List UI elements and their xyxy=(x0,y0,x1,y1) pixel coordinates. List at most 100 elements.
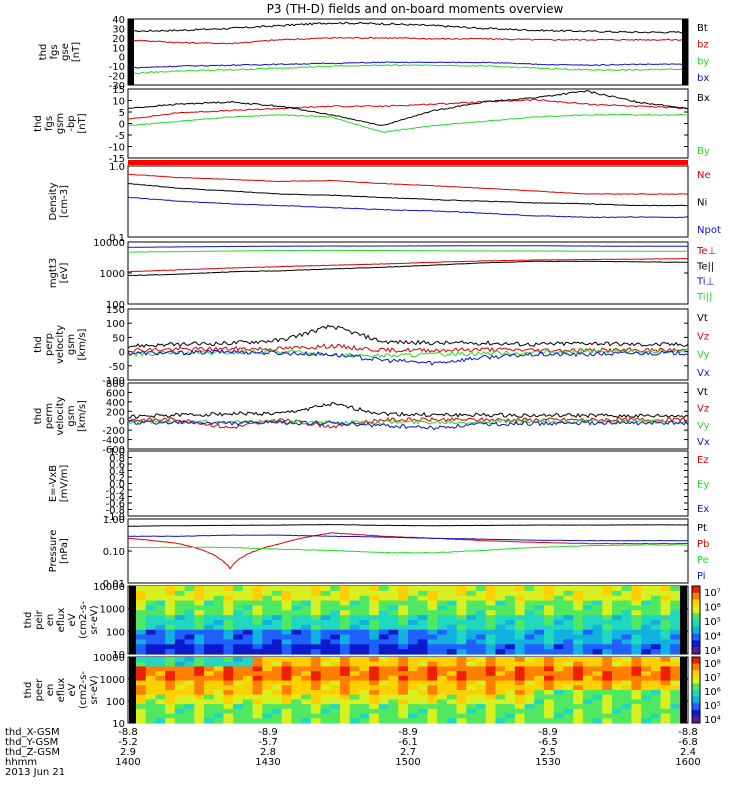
heatmap-cell xyxy=(174,595,186,602)
heatmap-cell xyxy=(427,610,438,616)
heatmap-cell xyxy=(272,718,283,724)
heatmap-cell xyxy=(641,675,652,682)
heatmap-cell xyxy=(485,644,497,650)
heatmap-cell xyxy=(330,694,341,701)
heatmap-cell xyxy=(349,615,361,621)
heatmap-cell xyxy=(378,671,390,677)
heatmap-cell xyxy=(145,590,157,597)
heatmap-cell xyxy=(242,634,254,641)
heatmap-cell xyxy=(592,620,603,626)
heatmap-cell xyxy=(544,595,555,602)
heatmap-cell xyxy=(524,634,535,641)
heatmap-cell xyxy=(446,671,458,677)
heatmap-cell xyxy=(514,713,526,719)
y-tick-label: 0.10 xyxy=(103,547,125,558)
heatmap-cell xyxy=(446,624,458,631)
heatmap-cell xyxy=(174,666,186,672)
heatmap-cell xyxy=(544,605,555,611)
heatmap-cell xyxy=(281,649,293,655)
heatmap-cell xyxy=(145,639,157,645)
heatmap-cell xyxy=(301,704,312,710)
heatmap-cell xyxy=(427,605,438,611)
heatmap-cell xyxy=(184,624,195,631)
heatmap-cell xyxy=(417,639,429,645)
heatmap-cell xyxy=(301,694,312,701)
y-tick-label: 10 xyxy=(112,43,125,54)
heatmap-cell xyxy=(281,713,293,719)
heatmap-cell xyxy=(670,661,681,668)
heatmap-cell xyxy=(408,694,419,701)
heatmap-cell xyxy=(349,708,361,715)
legend-vz: Vz xyxy=(697,404,709,415)
heatmap-cell xyxy=(495,704,506,710)
heatmap-cell xyxy=(194,690,205,696)
heatmap-cell xyxy=(155,666,166,672)
heatmap-cell xyxy=(165,649,176,655)
heatmap-cell xyxy=(165,704,176,710)
heatmap-cell xyxy=(514,600,526,607)
data-gap-bar xyxy=(680,657,687,723)
heatmap-cell xyxy=(136,661,147,668)
colorbar-segment xyxy=(692,663,700,671)
heatmap-cell xyxy=(437,666,448,672)
heatmap-cell xyxy=(272,595,283,602)
heatmap-cell xyxy=(165,615,176,621)
heatmap-cell xyxy=(242,639,254,645)
heatmap-cell xyxy=(524,685,535,691)
heatmap-cell xyxy=(437,708,448,715)
heatmap-cell xyxy=(573,675,584,682)
heatmap-cell xyxy=(204,704,215,710)
y-tick-label: 100 xyxy=(106,697,125,708)
heatmap-cell xyxy=(573,634,584,641)
heatmap-cell xyxy=(301,615,312,621)
heatmap-cell xyxy=(184,620,195,626)
data-gap-bar xyxy=(128,19,134,85)
y-axis-label: gsm xyxy=(66,334,77,355)
heatmap-cell xyxy=(602,708,613,715)
heatmap-cell xyxy=(165,708,176,715)
x-tick-label: -5.2 xyxy=(118,737,138,748)
heatmap-cell xyxy=(340,666,351,672)
heatmap-cell xyxy=(446,666,458,672)
heatmap-cell xyxy=(310,694,322,701)
heatmap-cell xyxy=(524,713,535,719)
heatmap-cell xyxy=(242,685,254,691)
heatmap-cell xyxy=(544,666,555,672)
heatmap-cell xyxy=(155,644,166,650)
heatmap-cell xyxy=(573,671,584,677)
heatmap-cell xyxy=(446,718,458,724)
heatmap-cell xyxy=(213,675,225,682)
heatmap-cell xyxy=(272,657,283,663)
colorbar-label: 10⁶ xyxy=(704,687,721,698)
heatmap-cell xyxy=(272,685,283,691)
heatmap-cell xyxy=(262,694,273,701)
heatmap-cell xyxy=(174,661,186,668)
heatmap-cell xyxy=(349,694,361,701)
heatmap-cell xyxy=(563,624,574,631)
heatmap-cell xyxy=(602,586,613,592)
heatmap-cell xyxy=(505,713,516,719)
heatmap-cell xyxy=(485,600,497,607)
heatmap-cell xyxy=(466,708,477,715)
heatmap-cell xyxy=(136,629,147,636)
heatmap-cell xyxy=(320,657,331,663)
heatmap-cell xyxy=(476,713,487,719)
heatmap-cell xyxy=(466,610,477,616)
heatmap-cell xyxy=(446,595,458,602)
heatmap-cell xyxy=(388,605,399,611)
heatmap-cell xyxy=(330,595,341,602)
heatmap-cell xyxy=(252,675,263,682)
heatmap-cell xyxy=(408,666,419,672)
heatmap-cell xyxy=(359,620,370,626)
heatmap-cell xyxy=(621,600,633,607)
heatmap-cell xyxy=(262,615,273,621)
heatmap-cell xyxy=(301,718,312,724)
heatmap-cell xyxy=(582,666,594,672)
heatmap-cell xyxy=(213,657,225,663)
heatmap-cell xyxy=(417,694,429,701)
heatmap-cell xyxy=(242,718,254,724)
heatmap-cell xyxy=(524,657,535,663)
heatmap-cell xyxy=(534,610,545,616)
heatmap-cell xyxy=(495,690,506,696)
heatmap-cell xyxy=(155,657,166,663)
